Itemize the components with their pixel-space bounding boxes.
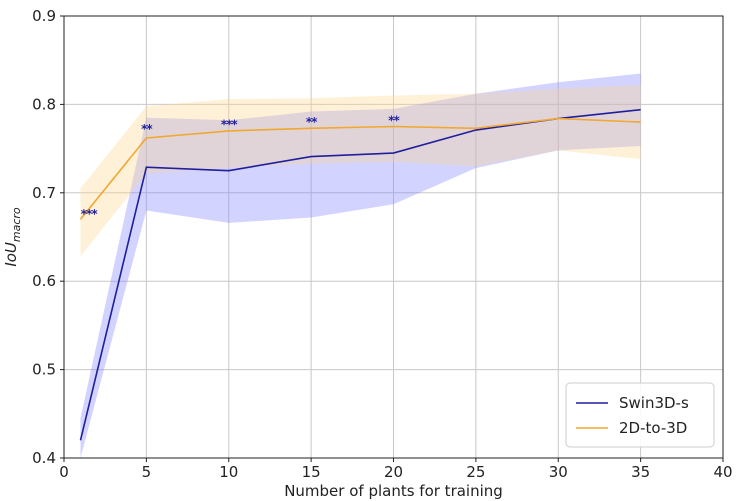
y-axis-label-main: IoU [2,242,20,267]
significance-annotations: ***** *** ** ** [81,113,402,221]
y-axis-label-subscript: macro [10,207,23,242]
significance-marker: ** [306,115,318,129]
x-axis-label: Number of plants for training [284,482,503,500]
y-tick-label: 0.6 [32,272,56,290]
series-lines [79,108,641,441]
significance-marker: *** [221,118,239,132]
x-tick-label: 30 [549,463,568,481]
y-axis-label: IoUmacro [2,207,23,267]
confidence-band-1 [80,84,641,257]
x-tick-label: 5 [142,463,152,481]
x-tick-label: 15 [302,463,321,481]
x-tick-label: 35 [631,463,650,481]
legend: Swin3D-s 2D-to-3D [565,382,715,448]
significance-marker: *** [81,207,99,221]
legend-label-0: Swin3D-s [619,394,689,412]
significance-marker: ** [141,122,153,136]
y-tick-label: 0.7 [32,184,56,202]
legend-label-1: 2D-to-3D [619,419,687,437]
series-line-1 [79,117,641,220]
x-tick-label: 40 [713,463,732,481]
y-tick-label: 0.9 [32,7,56,25]
confidence-bands [80,73,641,459]
x-tick-label: 0 [59,463,69,481]
significance-marker: ** [388,113,400,127]
axis-ticks: 0 5 10 15 20 25 30 35 40 0.4 0.5 0.6 0.7 0.8 0.9 [32,7,732,481]
x-tick-label: 20 [384,463,403,481]
y-tick-label: 0.8 [32,95,56,113]
y-tick-label: 0.4 [32,449,56,467]
legend-box [565,382,715,448]
x-tick-label: 10 [219,463,238,481]
y-tick-label: 0.5 [32,361,56,379]
x-tick-label: 25 [466,463,485,481]
grid-lines [63,15,724,459]
